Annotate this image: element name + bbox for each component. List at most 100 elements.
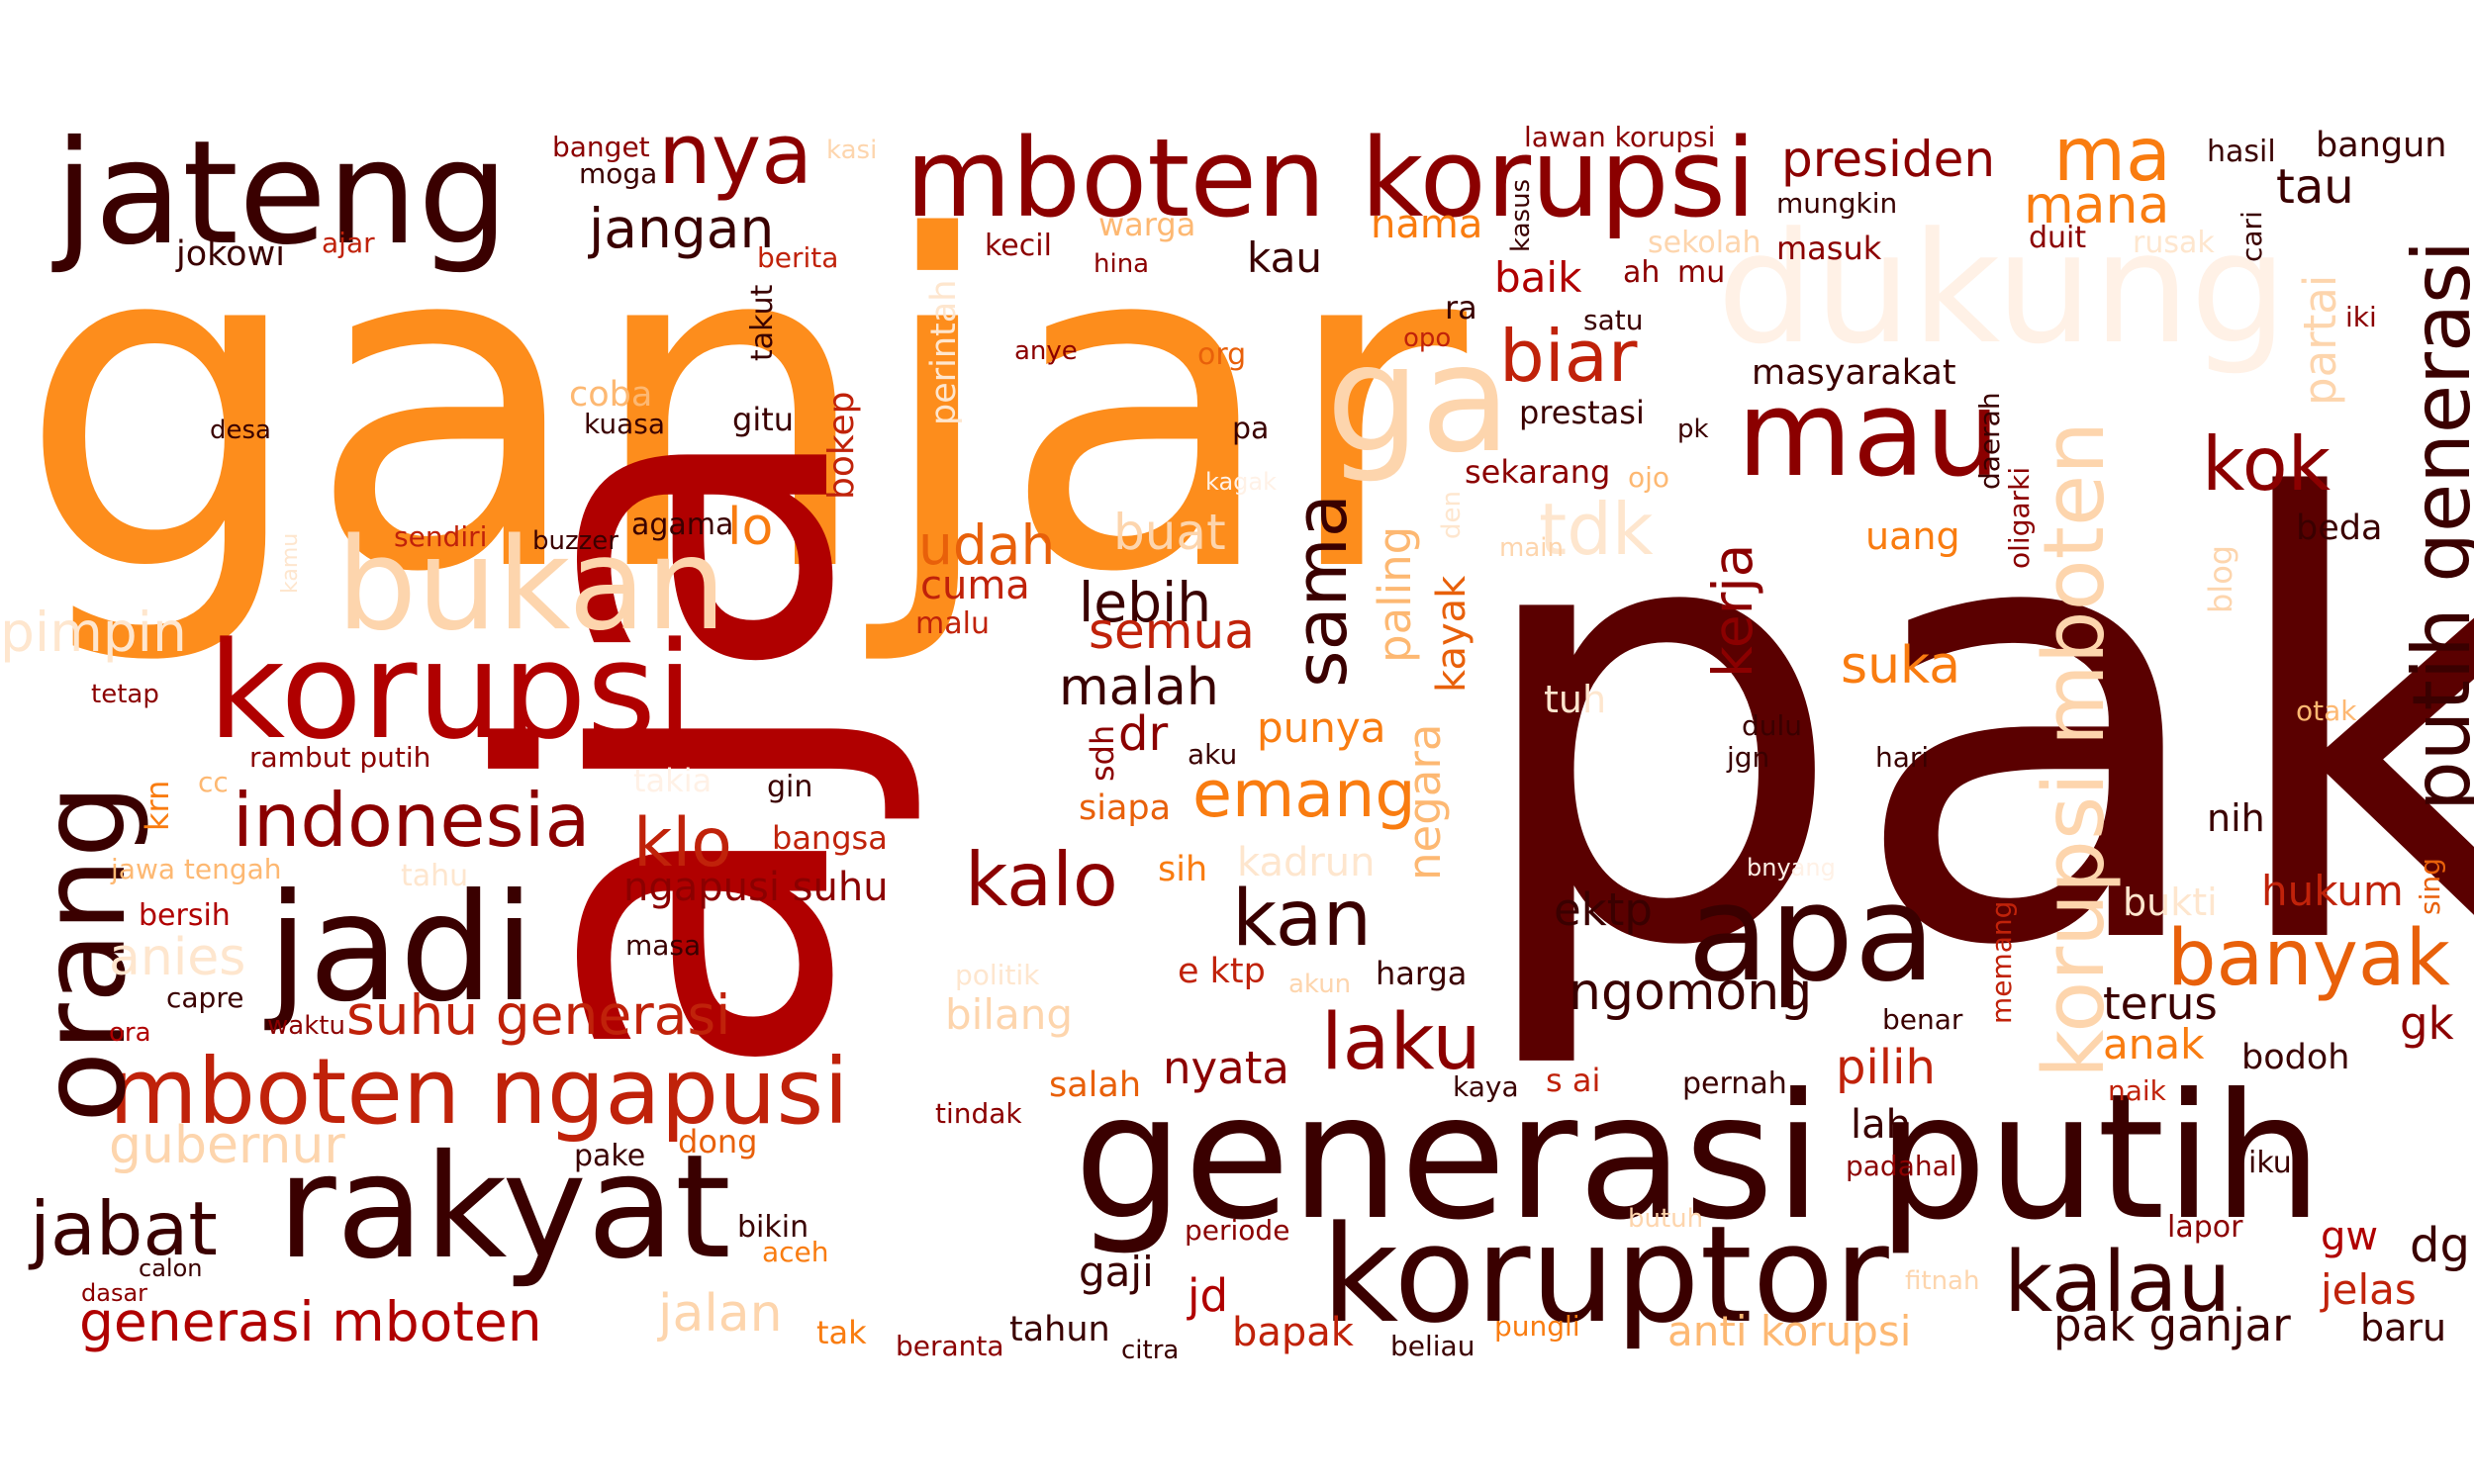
word-jgn: jgn bbox=[1726, 741, 1769, 774]
word-bikin: bikin bbox=[737, 1210, 809, 1245]
word-kau: kau bbox=[1247, 233, 1322, 282]
word-satu: satu bbox=[1583, 304, 1643, 336]
word-tahun: tahun bbox=[1009, 1310, 1110, 1349]
word-iki: iki bbox=[2345, 301, 2377, 333]
word-bapak: bapak bbox=[1232, 1310, 1355, 1355]
word-jd: jd bbox=[1187, 1269, 1228, 1322]
word-kan: kan bbox=[1232, 875, 1372, 964]
word-den: den bbox=[1437, 491, 1467, 539]
word-aceh: aceh bbox=[762, 1236, 829, 1268]
word-kayak: kayak bbox=[1429, 575, 1475, 693]
word-prestasi: prestasi bbox=[1519, 394, 1645, 431]
word-krn: krn bbox=[139, 781, 176, 831]
word-hasil: hasil bbox=[2207, 135, 2276, 169]
word-beda: beda bbox=[2296, 509, 2382, 548]
word-pimpin: pimpin bbox=[0, 601, 187, 664]
word-nyata: nyata bbox=[1163, 1042, 1289, 1094]
word-duit: duit bbox=[2029, 221, 2086, 255]
word-siapa: siapa bbox=[1079, 788, 1171, 828]
word-ngapusi-suhu: ngapusi suhu bbox=[623, 865, 889, 910]
word-org: org bbox=[1197, 337, 1246, 372]
word-salah: salah bbox=[1049, 1066, 1141, 1105]
word-masyarakat: masyarakat bbox=[1752, 353, 1956, 393]
word-bangun: bangun bbox=[2316, 126, 2446, 165]
word-capre: capre bbox=[166, 981, 243, 1014]
word-rusak: rusak bbox=[2133, 226, 2215, 260]
word-malah: malah bbox=[1059, 658, 1219, 717]
word-bukti: bukti bbox=[2123, 881, 2218, 924]
word-beliau: beliau bbox=[1390, 1330, 1475, 1362]
word-apa: apa bbox=[1687, 856, 1936, 1011]
word-takia: takia bbox=[633, 762, 712, 799]
word-nih: nih bbox=[2207, 796, 2265, 840]
word-jawa-tengah: jawa tengah bbox=[110, 853, 282, 885]
word-pk: pk bbox=[1677, 415, 1709, 444]
word-partai: partai bbox=[2294, 275, 2346, 406]
word-mau: mau bbox=[1737, 366, 2000, 504]
word-sdh: sdh bbox=[1084, 725, 1121, 782]
word-lah: lah bbox=[1851, 1102, 1911, 1148]
word-politik: politik bbox=[955, 959, 1040, 991]
word-jokowi: jokowi bbox=[175, 234, 285, 274]
word-perintah: perintah bbox=[924, 280, 964, 425]
word-jateng: jateng bbox=[51, 110, 509, 277]
word-laku: laku bbox=[1321, 998, 1481, 1087]
word-terus: terus bbox=[2103, 977, 2218, 1030]
word-coba: coba bbox=[569, 375, 652, 415]
word-ojo: ojo bbox=[1628, 461, 1669, 494]
word-hukum: hukum bbox=[2261, 867, 2404, 915]
word-kecil: kecil bbox=[985, 229, 1052, 263]
word-lawan-korupsi: lawan korupsi bbox=[1524, 121, 1715, 153]
word-benar: benar bbox=[1882, 1003, 1963, 1036]
word-sing: sing bbox=[2414, 858, 2446, 915]
word-emang: emang bbox=[1192, 758, 1416, 832]
word-mu: mu bbox=[1677, 255, 1725, 290]
word-tau: tau bbox=[2276, 159, 2354, 215]
word-citra: citra bbox=[1121, 1336, 1179, 1365]
word-bodoh: bodoh bbox=[2241, 1038, 2349, 1077]
word-berita: berita bbox=[757, 241, 838, 274]
word-korupsi-mboten: korupsi mboten bbox=[2026, 421, 2124, 1078]
word-pungli: pungli bbox=[1494, 1310, 1580, 1343]
word-bangsa: bangsa bbox=[772, 819, 888, 857]
word-waktu: waktu bbox=[267, 1011, 345, 1041]
word-generasi-putih: generasi putih bbox=[1074, 1058, 2323, 1258]
word-dulu: dulu bbox=[1742, 709, 1802, 742]
word-main: main bbox=[1499, 533, 1564, 563]
word-koruptor: koruptor bbox=[1321, 1197, 1889, 1352]
word-memang: memang bbox=[1985, 901, 2018, 1024]
word-cuma: cuma bbox=[920, 563, 1030, 608]
word-biar: biar bbox=[1499, 315, 1638, 398]
word-jalan: jalan bbox=[657, 1284, 783, 1344]
word-bnyang: bnyang bbox=[1747, 854, 1836, 881]
word-banget: banget bbox=[552, 131, 650, 163]
word-malu: malu bbox=[915, 606, 990, 641]
word-gk: gk bbox=[2400, 997, 2454, 1050]
word-baru: baru bbox=[2360, 1306, 2446, 1349]
word-calon: calon bbox=[139, 1254, 202, 1282]
word-jangan: jangan bbox=[588, 197, 774, 260]
word-anye: anye bbox=[1014, 336, 1078, 366]
word-kagak: kagak bbox=[1205, 468, 1277, 496]
word-semua: semua bbox=[1089, 603, 1255, 660]
word-masa: masa bbox=[625, 929, 701, 962]
word-ganjar: ganjar bbox=[18, 142, 1472, 672]
word-dong: dong bbox=[678, 1123, 757, 1160]
word-pernah: pernah bbox=[1682, 1067, 1787, 1101]
word-sekarang: sekarang bbox=[1465, 453, 1610, 491]
word-suka: suka bbox=[1841, 636, 1960, 696]
word-aja: aja bbox=[414, 414, 932, 1083]
word-baik: baik bbox=[1494, 253, 1582, 302]
word-ra: ra bbox=[1445, 289, 1477, 326]
word-akun: akun bbox=[1288, 970, 1351, 999]
word-sama: sama bbox=[1280, 494, 1363, 688]
word-blog: blog bbox=[2202, 545, 2239, 613]
word-buzzer: buzzer bbox=[532, 526, 618, 556]
word-kalo: kalo bbox=[965, 836, 1118, 923]
word-fitnah: fitnah bbox=[1905, 1266, 1979, 1296]
word-agama: agama bbox=[631, 508, 733, 542]
word-generasi-mboten: generasi mboten bbox=[79, 1290, 542, 1353]
word-pak: pak bbox=[1465, 375, 2474, 1077]
word-nama: nama bbox=[1371, 202, 1482, 247]
word-anies: anies bbox=[109, 928, 245, 987]
